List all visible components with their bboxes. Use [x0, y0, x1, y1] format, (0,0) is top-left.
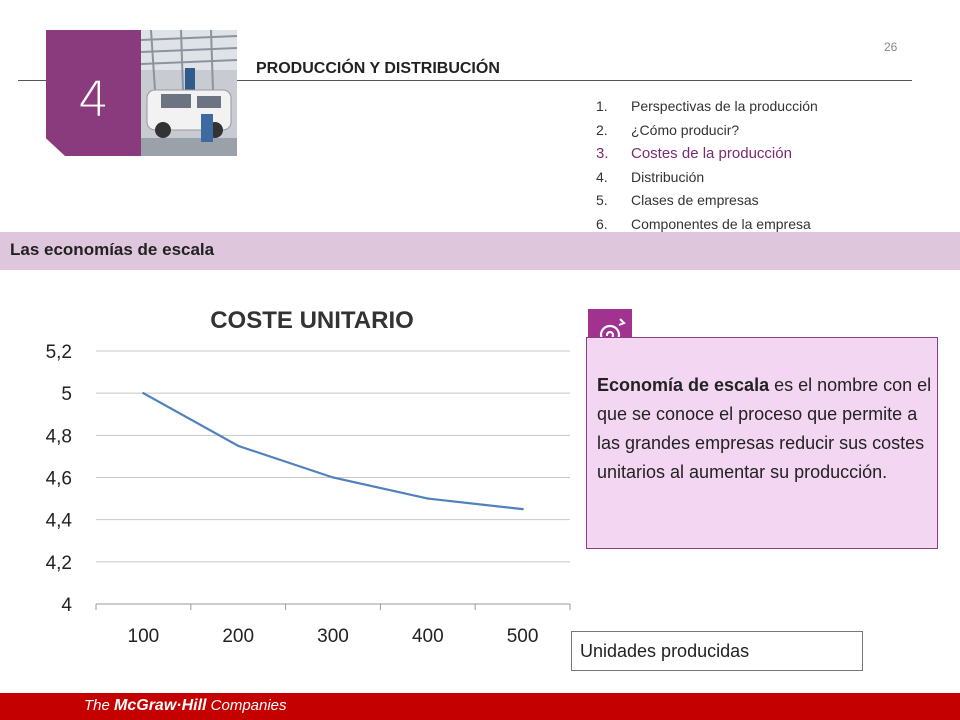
toc-item-number: 5. [596, 192, 608, 208]
toc-item[interactable]: 4. Distribución [596, 166, 818, 190]
y-tick-label: 4,2 [46, 553, 72, 574]
toc-item-number: 2. [596, 121, 608, 138]
toc-item-label: Componentes de la empresa [631, 215, 811, 232]
section-title: Las economías de escala [10, 240, 215, 259]
y-tick-label: 4,4 [46, 511, 73, 532]
series-line [142, 392, 523, 511]
data-point [142, 391, 145, 395]
x-tick-label: 200 [222, 626, 254, 647]
toc-item[interactable]: 6. Componentes de la empresa [596, 213, 818, 237]
definition-box: Economía de escala es el nombre con el q… [586, 337, 938, 549]
toc-item-number: 4. [596, 168, 608, 185]
data-point [237, 444, 240, 448]
chapter-number: 4 [78, 72, 109, 128]
data-point [331, 476, 335, 479]
toc-item-number: 1. [596, 98, 608, 114]
data-point [426, 497, 429, 500]
definition-term: Economía de escala [597, 375, 770, 395]
toc-item-active[interactable]: 3. Costes de la producción [596, 142, 818, 166]
page-number: 26 [884, 40, 898, 54]
chapter-badge [46, 30, 141, 156]
y-tick-label: 4 [61, 595, 72, 616]
toc-item-label: Costes de la producción [631, 145, 792, 162]
chapter-title: PRODUCCIÓN Y DISTRIBUCIÓN [256, 60, 500, 77]
definition-body: es el nombre con el que se conoce el pro… [597, 375, 932, 482]
toc-item-label: Perspectivas de la producción [631, 98, 818, 114]
toc-item-number: 3. [596, 145, 609, 162]
y-tick-label: 5,2 [46, 342, 72, 363]
logo-main: McGraw·Hill [114, 697, 207, 714]
toc-item-label: Distribución [631, 168, 705, 185]
logo-suffix: Companies [206, 697, 287, 714]
toc-item[interactable]: 1. Perspectivas de la producción [596, 95, 818, 119]
toc-item-label: Clases de empresas [631, 192, 759, 208]
x-tick-label: 100 [128, 626, 160, 647]
toc-item[interactable]: 5. Clases de empresas [596, 189, 818, 213]
definition-text: Economía de escala es el nombre con el q… [597, 371, 933, 487]
y-tick-label: 5 [61, 384, 72, 405]
x-tick-label: 500 [507, 626, 539, 647]
publisher-logo: The McGraw·Hill Companies [84, 697, 287, 715]
logo-prefix: The [84, 697, 115, 714]
unit-cost-chart: COSTE UNITARIO 4 4,2 4,4 4,6 4,8 5 5,2 100 200 30… [46, 307, 571, 647]
header-divider [18, 80, 912, 81]
units-label-box: Unidades producidas [571, 631, 863, 671]
x-tick-label: 400 [412, 626, 444, 647]
factory-photo [141, 30, 237, 156]
table-of-contents: 1. Perspectivas de la producción 2. ¿Cómo … [596, 95, 818, 236]
toc-item-label: ¿Cómo producir? [631, 121, 740, 138]
section-band: Las economías de escala [0, 232, 960, 270]
toc-item[interactable]: 2. ¿Cómo producir? [596, 119, 818, 143]
y-tick-label: 4,6 [46, 469, 72, 490]
y-tick-label: 4,8 [46, 426, 72, 447]
x-tick-label: 300 [317, 626, 349, 647]
data-point [521, 507, 524, 511]
chart-title: COSTE UNITARIO [210, 307, 414, 334]
footer-bar: The McGraw·Hill Companies [0, 693, 960, 720]
units-label: Unidades producidas [580, 641, 750, 661]
toc-item-number: 6. [596, 215, 608, 232]
